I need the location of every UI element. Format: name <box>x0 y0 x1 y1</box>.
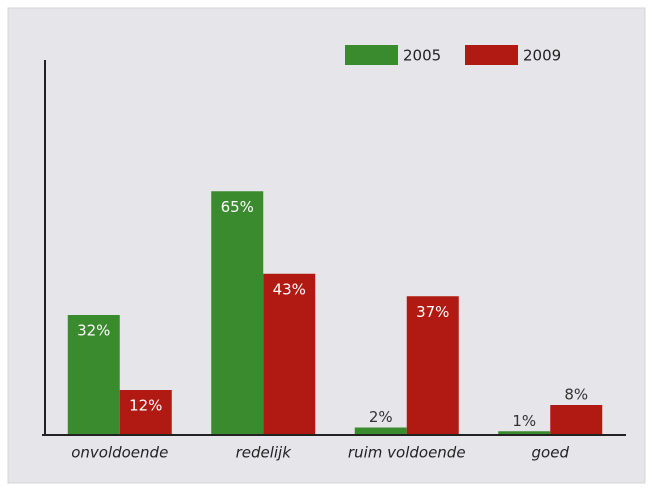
bar <box>67 315 120 435</box>
bar <box>498 431 551 435</box>
bar <box>263 273 316 435</box>
value-label: 2% <box>369 408 393 426</box>
value-label: 37% <box>416 303 449 321</box>
bar <box>119 390 172 435</box>
bar <box>550 405 603 435</box>
x-tick-label: onvoldoende <box>71 444 168 462</box>
legend-swatch <box>465 45 518 65</box>
x-tick-label: goed <box>532 444 570 462</box>
value-label: 32% <box>77 322 110 340</box>
value-label: 43% <box>273 280 306 298</box>
legend-label: 2005 <box>403 47 441 65</box>
legend-label: 2009 <box>523 47 561 65</box>
legend-swatch <box>345 45 398 65</box>
bar <box>211 191 264 435</box>
value-label: 12% <box>129 397 162 415</box>
value-label: 8% <box>564 386 588 404</box>
x-tick-label: ruim voldoende <box>348 444 466 462</box>
x-tick-label: redelijk <box>236 444 293 462</box>
bar <box>406 296 459 435</box>
value-label: 65% <box>221 198 254 216</box>
value-label: 1% <box>512 412 536 430</box>
bar <box>354 427 407 435</box>
